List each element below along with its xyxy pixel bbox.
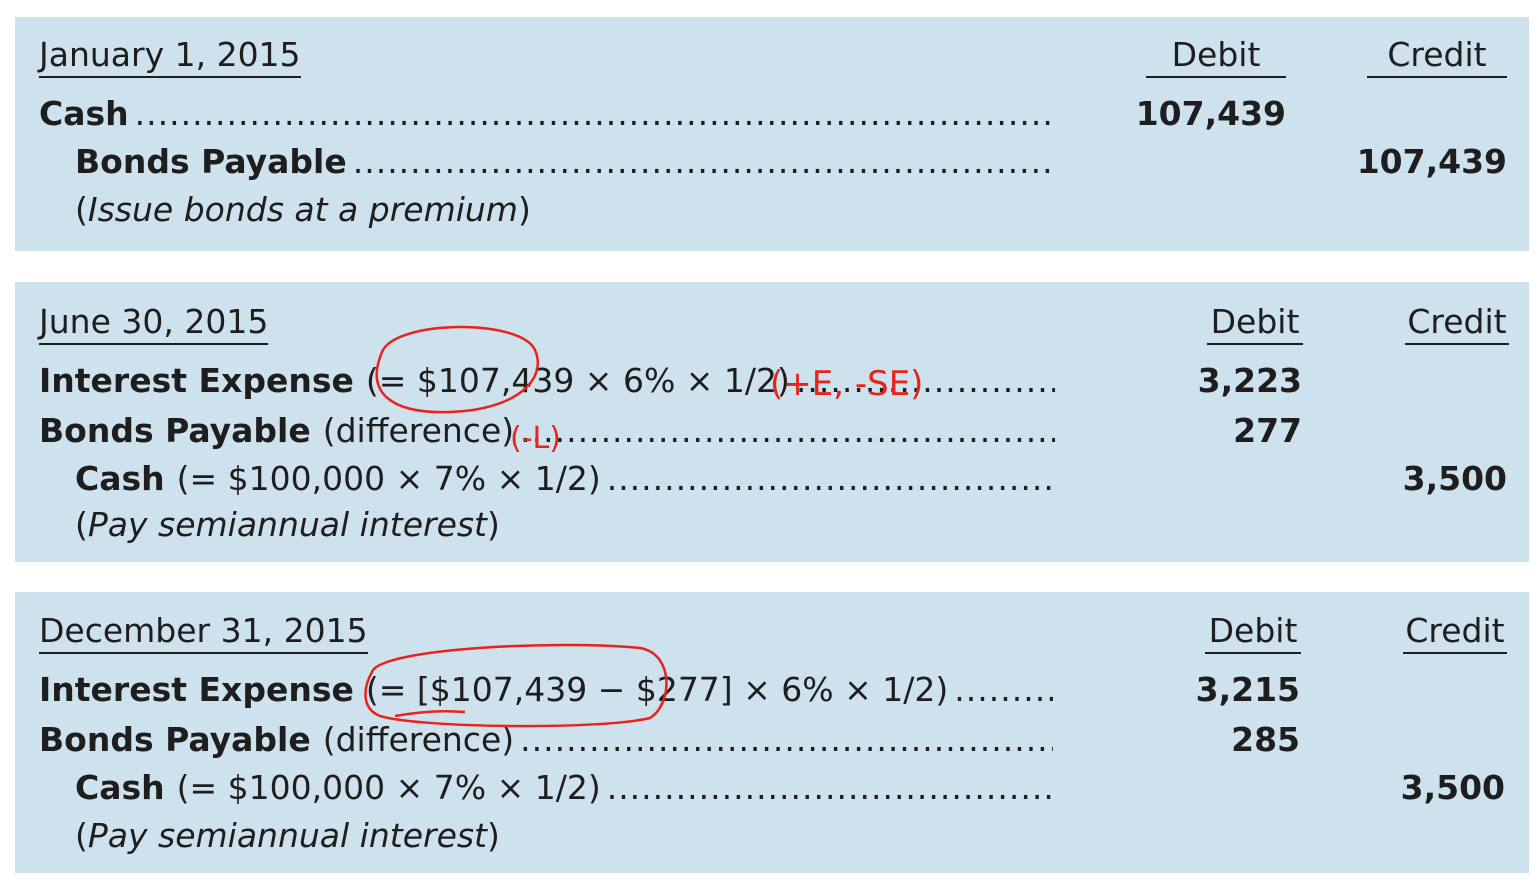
entry-date: January 1, 2015 — [39, 36, 301, 78]
dot-leader — [607, 769, 1053, 807]
dot-leader — [607, 460, 1055, 498]
dot-leader — [954, 671, 1053, 709]
dot-leader — [796, 362, 1055, 400]
journal-line-bonds-payable: Bonds Payable — [75, 143, 1055, 181]
account-name: Cash — [75, 459, 165, 498]
debit-header: Debit — [1205, 612, 1301, 654]
formula: (= $107,439 × 6% × 1/2) — [365, 361, 790, 400]
account-name: Cash — [39, 94, 129, 133]
dot-leader — [353, 143, 1055, 181]
formula: (= [$107,439 − $277] × 6% × 1/2) — [365, 670, 949, 709]
debit-amount: 107,439 — [1135, 94, 1286, 133]
journal-line-bonds-payable: Bonds Payable (difference) — [39, 721, 1053, 759]
debit-amount: 3,215 — [1195, 670, 1300, 709]
account-name: Interest Expense — [39, 670, 354, 709]
credit-amount: 107,439 — [1356, 142, 1507, 181]
account-name: Cash — [75, 768, 165, 807]
journal-line-cash: Cash — [39, 95, 1055, 133]
journal-line-interest-expense: Interest Expense (= [$107,439 − $277] × … — [39, 671, 1053, 709]
formula: (= $100,000 × 7% × 1/2) — [176, 459, 601, 498]
entry-memo: (Issue bonds at a premium) — [75, 190, 531, 229]
journal-line-bonds-payable: Bonds Payable (difference) — [39, 412, 1055, 450]
debit-amount: 277 — [1233, 411, 1302, 450]
formula: (= $100,000 × 7% × 1/2) — [176, 768, 601, 807]
credit-header: Credit — [1367, 36, 1507, 78]
credit-amount: 3,500 — [1402, 459, 1507, 498]
account-name: Interest Expense — [39, 361, 354, 400]
entry-memo: (Pay semiannual interest) — [75, 505, 500, 544]
debit-header: Debit — [1207, 303, 1303, 345]
account-name: Bonds Payable — [39, 720, 311, 759]
journal-line-interest-expense: Interest Expense (= $107,439 × 6% × 1/2) — [39, 362, 1055, 400]
dot-leader — [135, 95, 1055, 133]
account-name: Bonds Payable — [39, 411, 311, 450]
debit-amount: 285 — [1231, 720, 1300, 759]
journal-line-cash: Cash (= $100,000 × 7% × 1/2) — [75, 460, 1055, 498]
credit-header: Credit — [1405, 303, 1509, 345]
note: (difference) — [322, 411, 515, 450]
credit-header: Credit — [1403, 612, 1507, 654]
credit-amount: 3,500 — [1400, 768, 1505, 807]
debit-amount: 3,223 — [1197, 361, 1302, 400]
journal-entry-jan-1 — [15, 17, 1529, 251]
entry-memo: (Pay semiannual interest) — [75, 816, 500, 855]
journal-line-cash: Cash (= $100,000 × 7% × 1/2) — [75, 769, 1053, 807]
account-name: Bonds Payable — [75, 142, 347, 181]
entry-date: December 31, 2015 — [39, 612, 368, 654]
note: (difference) — [322, 720, 515, 759]
dot-leader — [520, 412, 1055, 450]
debit-header: Debit — [1146, 36, 1286, 78]
entry-date: June 30, 2015 — [39, 303, 269, 345]
dot-leader — [520, 721, 1053, 759]
